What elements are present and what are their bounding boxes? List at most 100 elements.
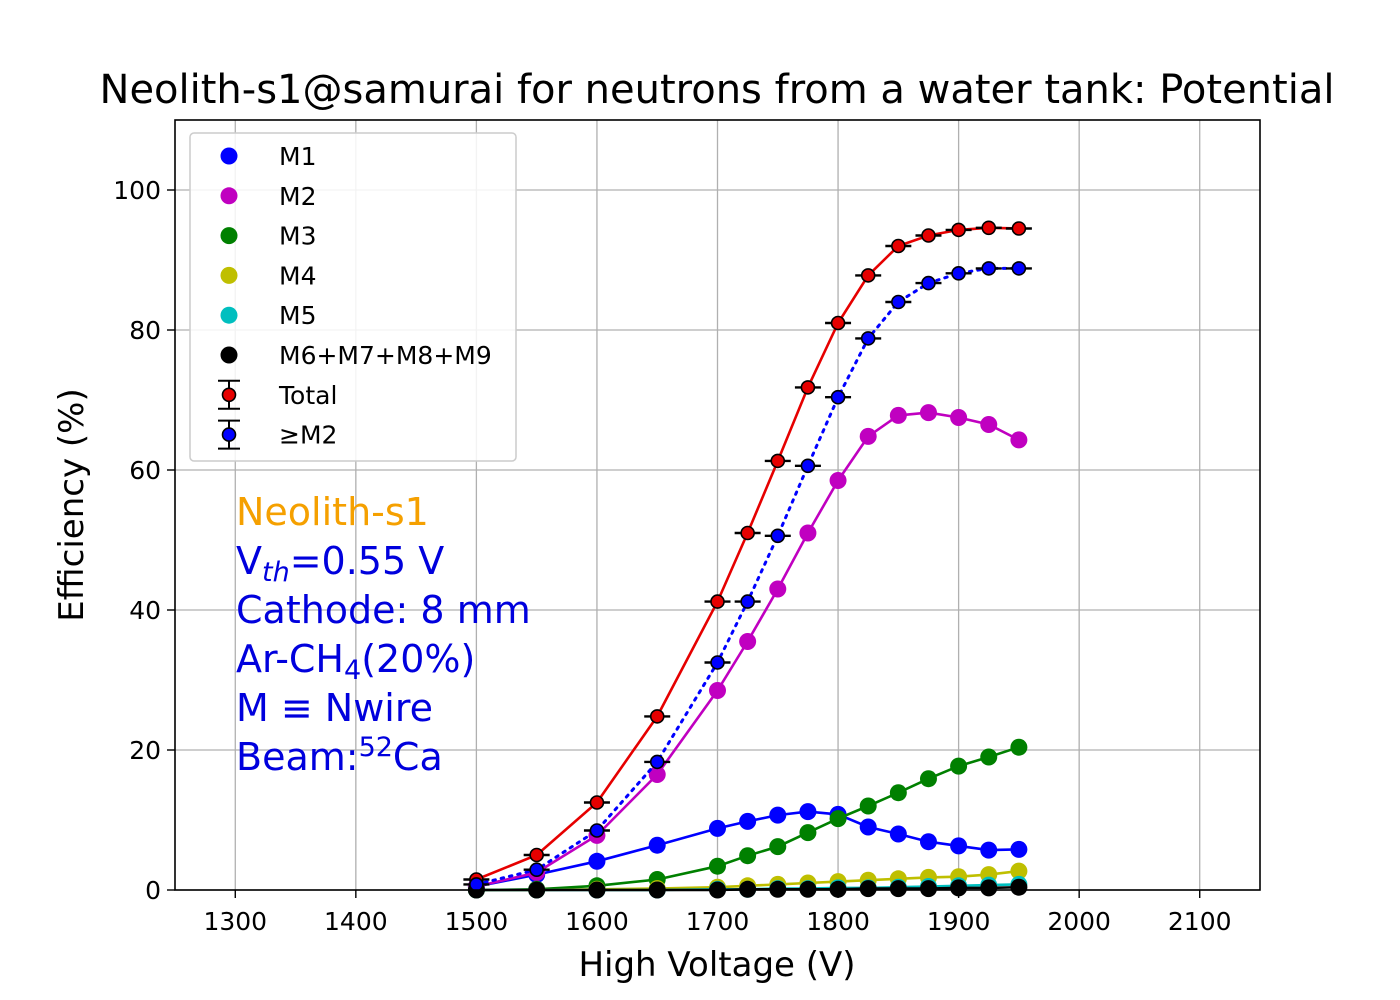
annotation-beam: Beam:52Ca: [236, 732, 443, 779]
chart-title: Neolith-s1@samurai for neutrons from a w…: [100, 67, 1335, 113]
beam-suffix: Ca: [393, 735, 443, 779]
vth-suffix: =0.55 V: [290, 539, 445, 583]
legend-marker: [220, 147, 238, 165]
legend-entry-m1: M1: [220, 142, 316, 171]
data-point: [588, 852, 606, 870]
series-line-ge-m2: [474, 266, 1021, 886]
data-point: [859, 427, 877, 445]
data-point: [1011, 261, 1027, 276]
data-point: [770, 528, 786, 544]
x-tick-label: 1500: [445, 907, 509, 936]
data-point: [769, 580, 787, 598]
data-point: [740, 525, 755, 541]
legend-label: Total: [278, 381, 337, 410]
annotation-mdef: M ≡ Nwire: [236, 686, 433, 730]
legend-label: M6+M7+M8+M9: [279, 341, 492, 370]
x-tick-label: 1800: [806, 907, 870, 936]
data-point: [648, 836, 666, 854]
data-point: [981, 261, 997, 276]
vth-subscript: th: [262, 557, 290, 588]
beam-superscript: 52: [359, 732, 393, 763]
data-point: [859, 880, 877, 898]
data-point: [649, 709, 665, 724]
legend-marker: [221, 387, 237, 403]
legend-entry-m4: M4: [220, 261, 316, 290]
y-tick-label: 80: [129, 316, 161, 345]
data-point: [1010, 878, 1028, 896]
data-point: [830, 315, 846, 331]
data-point: [799, 824, 817, 842]
axis-ticks: 1300 1400 1500 1600 1700 1800 1900 2000 2100 0 20 4…: [113, 176, 1231, 936]
y-tick-label: 40: [129, 596, 161, 625]
data-point: [919, 880, 937, 898]
data-point: [1010, 738, 1028, 756]
data-point: [951, 222, 966, 238]
annotation-detector: Neolith-s1: [236, 490, 429, 534]
legend-label: M5: [279, 301, 316, 330]
series-ge-m2: [463, 261, 1032, 892]
data-point: [769, 838, 787, 856]
data-point: [889, 784, 907, 802]
data-point: [740, 594, 755, 609]
data-point: [709, 819, 726, 837]
legend-marker: [221, 427, 237, 442]
data-point: [800, 458, 816, 474]
data-point: [950, 879, 968, 897]
data-point: [951, 265, 966, 281]
annotation-vth: Vth=0.55 V: [236, 539, 444, 588]
gas-suffix: (20%): [361, 637, 475, 681]
data-point: [950, 837, 968, 855]
data-point: [859, 818, 877, 836]
data-point: [529, 862, 544, 878]
legend-entry-m5: M5: [220, 301, 316, 330]
data-point: [1011, 221, 1027, 236]
data-point: [950, 757, 968, 775]
data-point: [889, 406, 907, 424]
data-point: [980, 841, 998, 859]
data-point: [919, 770, 937, 788]
y-axis-label: Efficiency (%): [52, 388, 92, 621]
y-tick-label: 20: [129, 736, 161, 765]
data-point: [770, 453, 786, 469]
data-point: [950, 409, 968, 426]
data-point: [529, 847, 544, 863]
beam-prefix: Beam:: [236, 735, 359, 779]
legend-entry-ge-m2: ≥M2: [218, 419, 337, 450]
legend-entry-total: Total: [218, 379, 337, 410]
data-point: [830, 389, 846, 405]
legend-label: M1: [279, 142, 316, 171]
data-point: [980, 416, 998, 433]
data-point: [919, 833, 937, 851]
legend-box: [189, 132, 517, 462]
data-point: [829, 472, 847, 489]
data-point: [589, 823, 605, 838]
data-point: [980, 748, 998, 766]
data-point: [649, 754, 665, 770]
data-point: [860, 268, 876, 283]
vth-prefix: V: [236, 539, 262, 583]
legend-marker: [220, 266, 238, 284]
data-point: [889, 880, 907, 898]
data-point: [921, 228, 936, 243]
x-tick-label: 1600: [565, 907, 629, 936]
x-tick-label: 1300: [203, 907, 267, 936]
x-axis-label: High Voltage (V): [578, 945, 855, 985]
data-point: [1010, 431, 1028, 449]
y-tick-label: 100: [113, 176, 161, 205]
y-tick-label: 60: [129, 456, 161, 485]
x-tick-label: 2100: [1168, 907, 1232, 936]
x-tick-label: 1700: [686, 907, 750, 936]
data-point: [860, 331, 876, 346]
data-point: [769, 806, 787, 824]
data-point: [800, 380, 816, 395]
data-point: [799, 803, 817, 821]
gas-prefix: Ar-CH: [236, 637, 344, 681]
data-point: [739, 633, 757, 650]
data-point: [710, 594, 725, 609]
legend-label: M3: [279, 222, 316, 251]
data-point: [891, 294, 906, 310]
legend-marker: [220, 227, 238, 245]
gas-subscript: 4: [344, 655, 361, 686]
legend-label: ≥M2: [279, 421, 337, 450]
